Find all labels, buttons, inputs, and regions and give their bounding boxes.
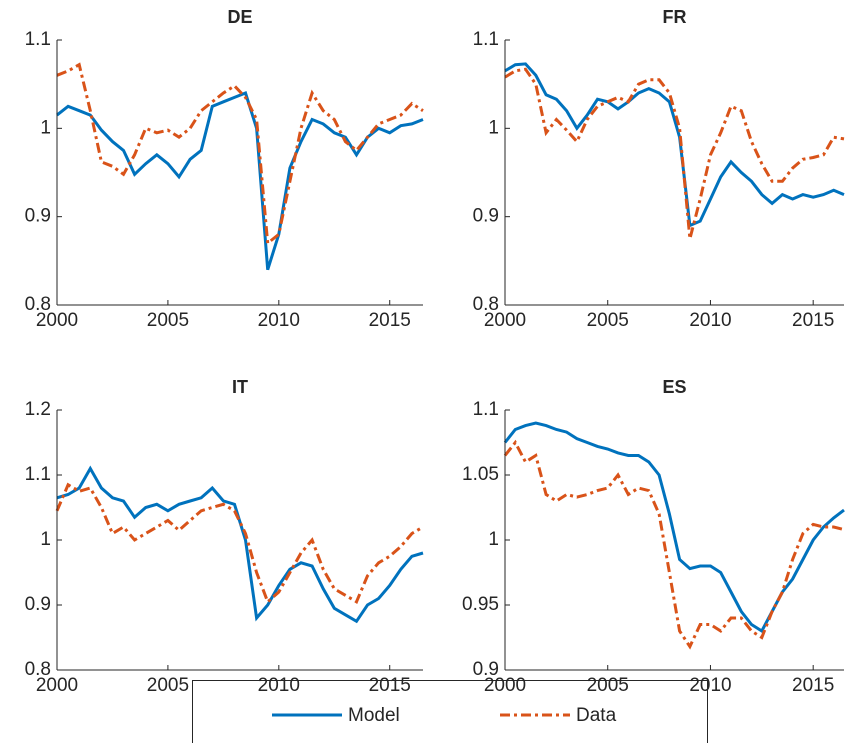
y-tick-label: 1.05 (462, 464, 499, 485)
y-tick-label: 1.2 (25, 399, 51, 420)
x-tick-label: 2005 (147, 675, 189, 696)
y-tick-label: 1.1 (25, 29, 51, 50)
legend-box (192, 680, 708, 743)
y-tick-label: 1.1 (473, 399, 499, 420)
x-tick-label: 2015 (792, 310, 834, 331)
y-tick-label: 0.9 (25, 206, 51, 227)
x-tick-label: 2010 (689, 675, 731, 696)
series-line (56, 465, 424, 624)
x-tick-label: 2000 (484, 310, 526, 331)
y-tick-label: 0.9 (25, 594, 51, 615)
x-tick-label: 2000 (36, 310, 78, 331)
series-line (503, 421, 845, 634)
series-line (55, 482, 424, 605)
series-line (56, 62, 424, 247)
x-tick-label: 2015 (369, 675, 411, 696)
x-tick-label: 2010 (258, 675, 300, 696)
panel-title: IT (232, 377, 248, 397)
x-tick-label: 2005 (587, 675, 629, 696)
y-tick-label: 1 (488, 529, 499, 550)
y-tick-label: 1.1 (473, 29, 499, 50)
legend-label: Data (576, 705, 617, 726)
x-tick-label: 2000 (36, 675, 78, 696)
y-tick-label: 1 (40, 117, 51, 138)
x-tick-label: 2005 (147, 310, 189, 331)
x-tick-label: 2005 (587, 310, 629, 331)
x-tick-label: 2000 (484, 675, 526, 696)
x-tick-label: 2015 (369, 310, 411, 331)
y-tick-label: 1.1 (25, 464, 51, 485)
x-tick-label: 2010 (689, 310, 731, 331)
y-tick-label: 1 (488, 117, 499, 138)
panel-title: ES (662, 377, 686, 397)
y-tick-label: 0.8 (25, 294, 51, 315)
y-tick-label: 1 (40, 529, 51, 550)
x-tick-label: 2015 (792, 675, 834, 696)
series-line (504, 67, 845, 240)
panel-title: FR (663, 7, 687, 27)
panel-title: DE (227, 7, 252, 27)
y-tick-label: 0.9 (473, 206, 499, 227)
series-line (504, 62, 845, 228)
y-tick-label: 0.95 (462, 594, 499, 615)
series-line (503, 439, 845, 650)
y-tick-label: 0.9 (473, 659, 499, 680)
y-tick-label: 0.8 (473, 294, 499, 315)
y-tick-label: 0.8 (25, 659, 51, 680)
legend-label: Model (348, 705, 400, 726)
x-tick-label: 2010 (258, 310, 300, 331)
